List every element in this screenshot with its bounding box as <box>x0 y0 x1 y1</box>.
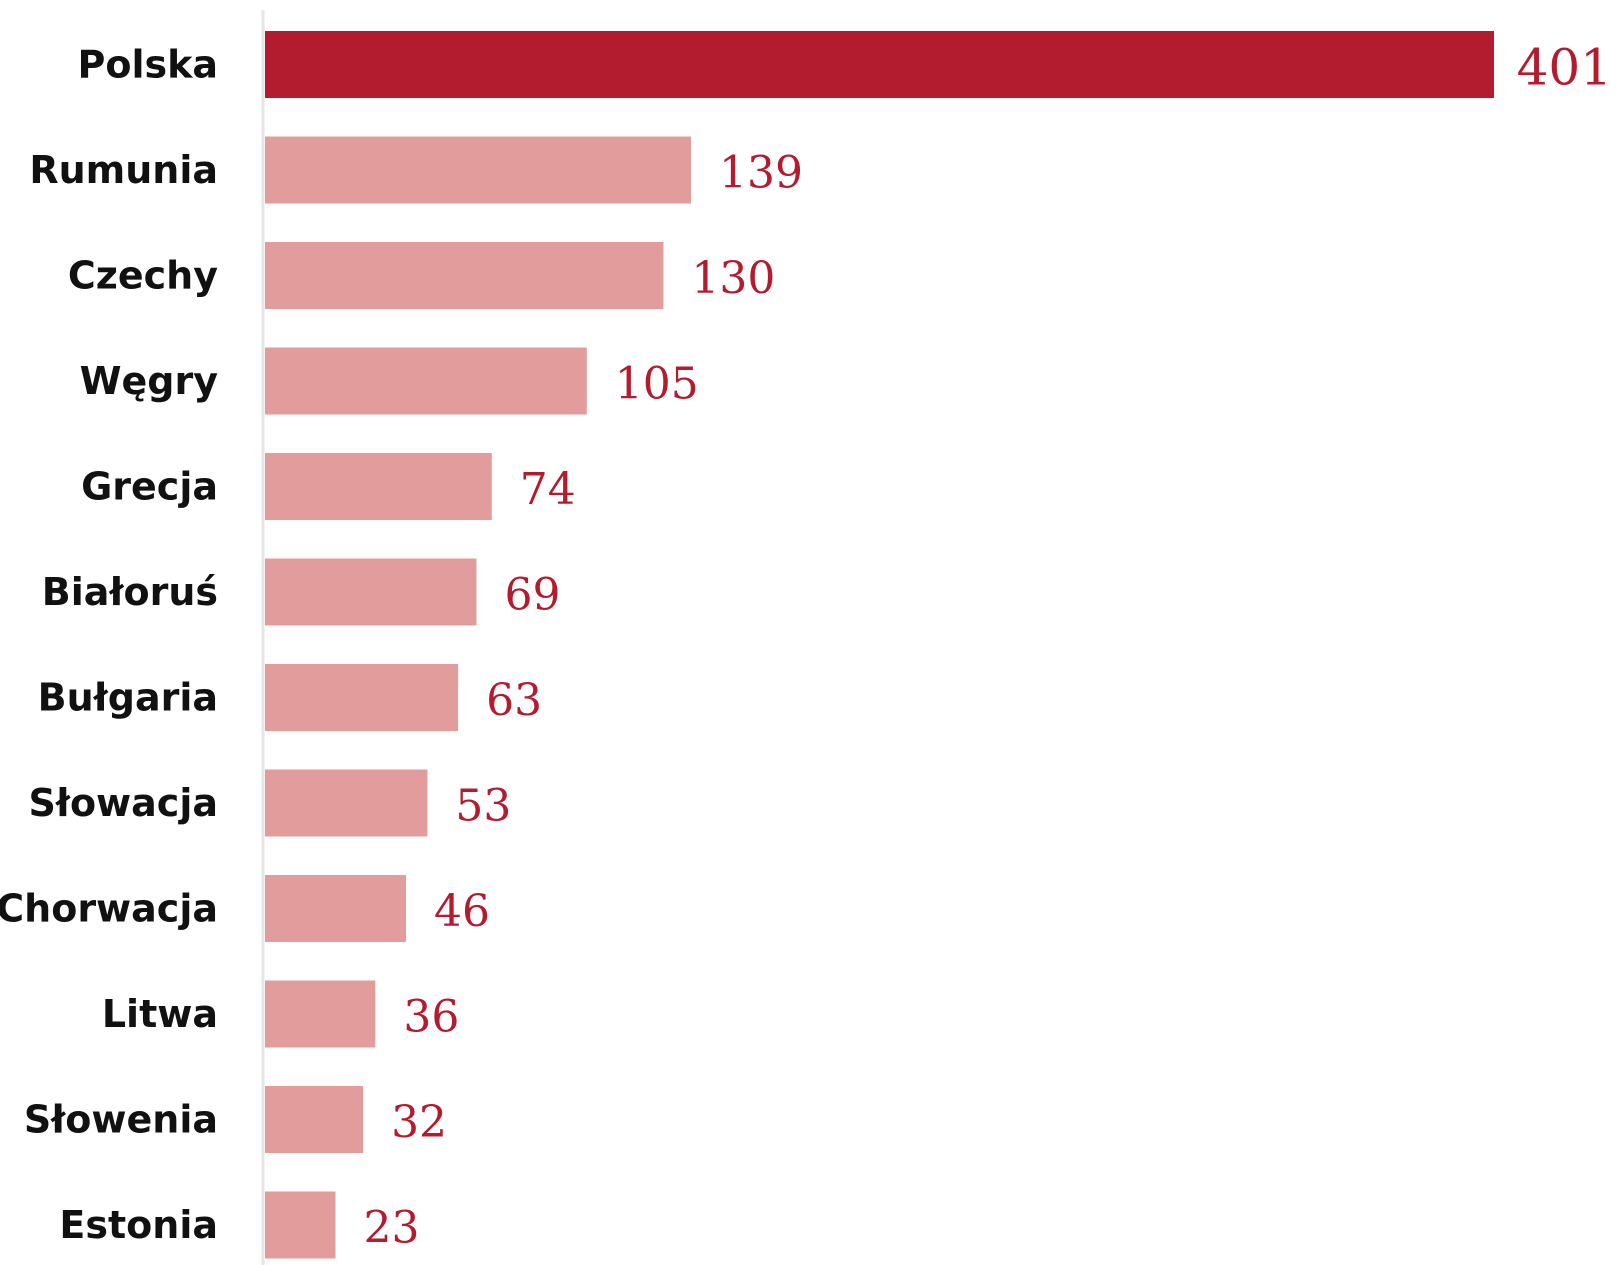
value-label-4: 74 <box>520 464 576 515</box>
bar-2 <box>265 242 664 309</box>
value-label-7: 53 <box>455 781 511 832</box>
bar-7 <box>265 769 428 837</box>
value-label-8: 46 <box>434 886 490 937</box>
value-label-6: 63 <box>486 675 542 726</box>
category-label-11: Estonia <box>59 1203 218 1247</box>
value-label-10: 32 <box>391 1097 447 1148</box>
category-label-8: Chorwacja <box>0 887 218 931</box>
category-label-3: Węgry <box>80 359 219 403</box>
category-label-9: Litwa <box>102 992 218 1036</box>
value-label-5: 69 <box>504 570 560 621</box>
value-labels: 401 139 130 105 74 69 63 53 46 36 32 23 <box>363 39 1612 1254</box>
bar-1 <box>265 136 692 204</box>
category-label-2: Czechy <box>68 254 218 298</box>
category-label-5: Białoruś <box>42 570 218 614</box>
bar-10 <box>265 1086 364 1153</box>
bar-3 <box>265 347 587 415</box>
bar-4 <box>265 453 492 520</box>
value-label-9: 36 <box>403 992 459 1043</box>
category-label-10: Słowenia <box>24 1098 218 1142</box>
category-label-4: Grecja <box>81 465 218 509</box>
category-label-1: Rumunia <box>29 148 218 192</box>
bars-group <box>265 31 1494 1259</box>
value-label-3: 105 <box>615 359 699 410</box>
value-label-0: 401 <box>1517 39 1612 97</box>
value-label-11: 23 <box>363 1203 419 1254</box>
category-labels: Polska Rumunia Czechy Węgry Grecja Białoruś Bu… <box>0 43 218 1248</box>
bar-5 <box>265 558 477 626</box>
bar-6 <box>265 664 459 731</box>
value-label-2: 130 <box>691 253 775 304</box>
category-label-6: Bułgaria <box>38 676 218 720</box>
category-label-0: Polska <box>77 43 218 87</box>
bar-0 <box>265 31 1494 98</box>
bar-11 <box>265 1191 336 1259</box>
category-label-7: Słowacja <box>28 781 218 825</box>
bar-9 <box>265 980 376 1048</box>
bar-8 <box>265 875 406 942</box>
value-label-1: 139 <box>719 148 803 199</box>
